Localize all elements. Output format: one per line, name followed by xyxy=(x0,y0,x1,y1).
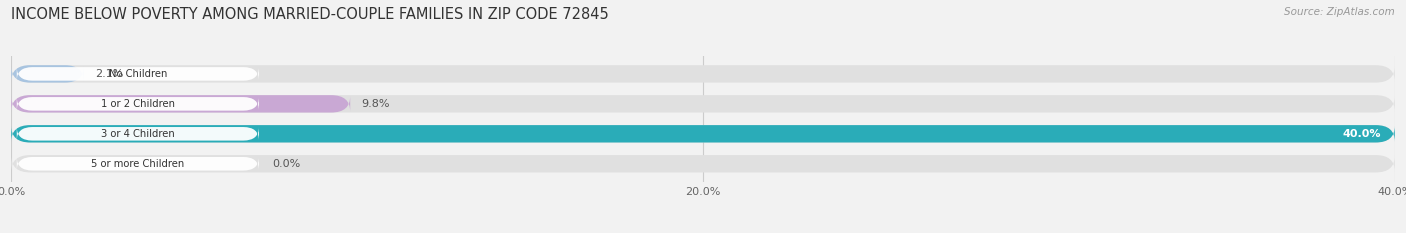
Text: 9.8%: 9.8% xyxy=(361,99,389,109)
Text: 3 or 4 Children: 3 or 4 Children xyxy=(101,129,174,139)
FancyBboxPatch shape xyxy=(17,127,259,140)
FancyBboxPatch shape xyxy=(11,155,1395,172)
FancyBboxPatch shape xyxy=(17,157,259,171)
Text: 5 or more Children: 5 or more Children xyxy=(91,159,184,169)
FancyBboxPatch shape xyxy=(11,95,350,113)
Text: No Children: No Children xyxy=(108,69,167,79)
Text: Source: ZipAtlas.com: Source: ZipAtlas.com xyxy=(1284,7,1395,17)
Text: 1 or 2 Children: 1 or 2 Children xyxy=(101,99,174,109)
FancyBboxPatch shape xyxy=(11,95,1395,113)
Text: 40.0%: 40.0% xyxy=(1343,129,1381,139)
FancyBboxPatch shape xyxy=(11,65,84,82)
Text: 0.0%: 0.0% xyxy=(273,159,301,169)
Text: 2.1%: 2.1% xyxy=(96,69,124,79)
FancyBboxPatch shape xyxy=(17,97,259,111)
FancyBboxPatch shape xyxy=(11,125,1395,143)
FancyBboxPatch shape xyxy=(11,65,1395,82)
FancyBboxPatch shape xyxy=(11,125,1395,143)
Text: INCOME BELOW POVERTY AMONG MARRIED-COUPLE FAMILIES IN ZIP CODE 72845: INCOME BELOW POVERTY AMONG MARRIED-COUPL… xyxy=(11,7,609,22)
FancyBboxPatch shape xyxy=(17,67,259,81)
